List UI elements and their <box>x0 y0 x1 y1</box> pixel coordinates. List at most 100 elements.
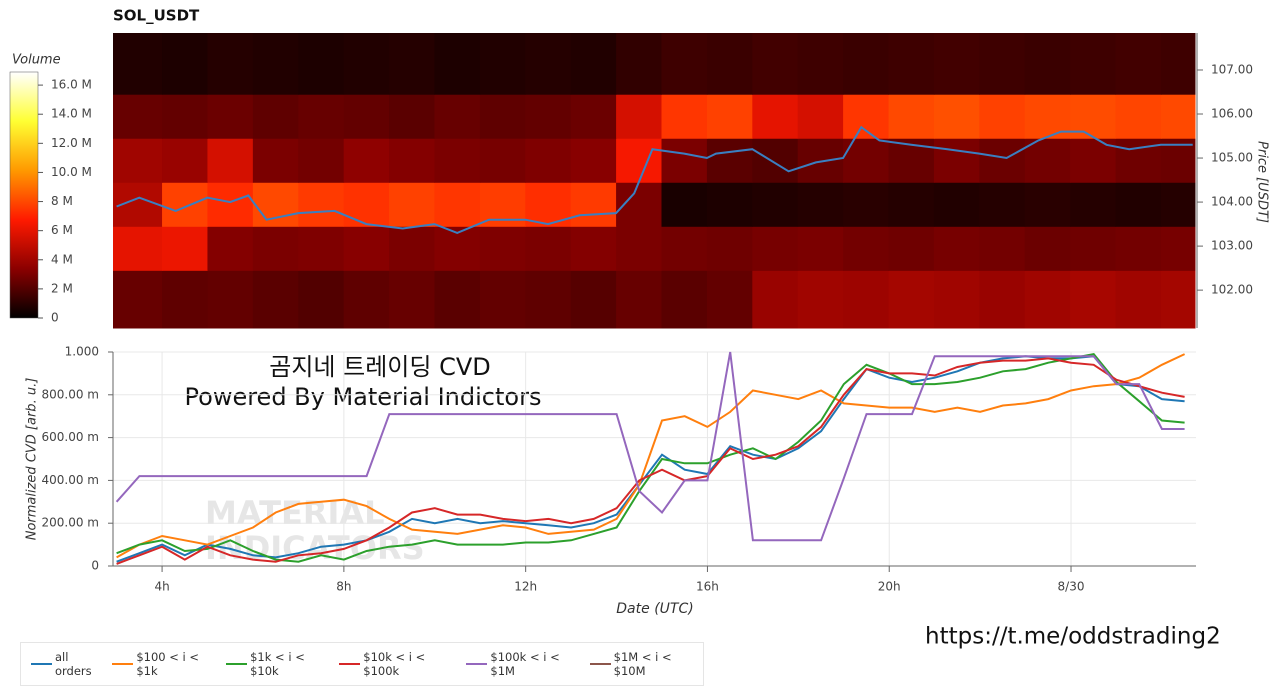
heat-cell <box>706 182 753 227</box>
heat-cell <box>298 182 345 227</box>
heat-cell <box>298 33 345 95</box>
heat-cell <box>888 33 935 95</box>
heat-cell <box>434 33 481 95</box>
x-tick-label: 12h <box>514 580 537 594</box>
heat-cell <box>570 182 617 227</box>
annotation: Powered By Material Indictors <box>185 383 542 411</box>
y-tick-label: 800.00 m <box>42 387 100 401</box>
heat-cell <box>752 94 799 139</box>
heat-cell <box>162 182 208 227</box>
heat-cell <box>389 33 435 95</box>
heat-cell <box>343 94 390 139</box>
heat-cell <box>933 138 980 183</box>
heat-cell <box>434 94 481 139</box>
heat-cell <box>1070 182 1117 227</box>
heat-cell <box>1024 138 1071 183</box>
heat-cell <box>298 270 345 329</box>
heat-cell <box>979 138 1026 183</box>
x-tick-label: 8/30 <box>1058 580 1085 594</box>
heat-cell <box>1160 33 1196 95</box>
heat-cell <box>1070 226 1117 271</box>
colorbar-tick-label: 8 M <box>51 194 73 208</box>
heat-cell <box>843 182 890 227</box>
heat-cell <box>525 226 572 271</box>
heat-cell <box>113 33 163 95</box>
heat-cell <box>343 182 390 227</box>
heat-cell <box>1070 270 1117 329</box>
heat-cell <box>389 182 435 227</box>
heat-cell <box>661 182 708 227</box>
heat-cell <box>843 33 890 95</box>
heat-cell <box>752 182 799 227</box>
y-tick-label: 600.00 m <box>42 430 100 444</box>
legend-swatch <box>339 663 361 665</box>
heat-cell <box>843 226 890 271</box>
heat-cell <box>1024 226 1071 271</box>
legend-item: $1k < i < $10k <box>226 650 333 678</box>
heat-cell <box>252 270 299 329</box>
price-line <box>116 125 1193 234</box>
x-tick-label: 20h <box>878 580 901 594</box>
heat-cell <box>661 226 708 271</box>
heat-cell <box>113 94 163 139</box>
heat-cell <box>979 33 1026 95</box>
colorbar-tick-label: 4 M <box>51 252 73 266</box>
heat-cell <box>888 182 935 227</box>
heat-cell <box>797 138 844 183</box>
annotation: 곰지네 트레이딩 CVD <box>269 353 490 381</box>
heat-cell <box>298 226 345 271</box>
heat-cell <box>933 182 980 227</box>
legend: all orders $100 < i < $1k $1k < i < $10k $1… <box>20 642 704 686</box>
heat-cell <box>479 270 526 329</box>
heat-cell <box>616 94 662 139</box>
heat-cell <box>113 226 163 271</box>
heat-cell <box>162 33 208 95</box>
heat-cell <box>1024 270 1071 329</box>
heat-cell <box>888 270 935 329</box>
heat-cell <box>979 94 1026 139</box>
heat-cell <box>162 270 208 329</box>
heat-cell <box>162 138 208 183</box>
watermark: MATERIAL <box>205 494 385 532</box>
legend-label: $10k < i < $100k <box>363 650 426 678</box>
legend-label: all orders <box>55 650 92 678</box>
heat-cell <box>207 33 254 95</box>
heat-cell <box>252 226 299 271</box>
heat-cell <box>616 138 662 183</box>
y2-tick-label: 105.00 <box>1211 151 1253 165</box>
cvd-line <box>115 351 1185 542</box>
heat-cell <box>298 94 345 139</box>
heat-cell <box>843 94 890 139</box>
heat-cell <box>706 94 753 139</box>
x-tick-label: 16h <box>696 580 719 594</box>
heat-cell <box>113 270 163 329</box>
heat-cell <box>797 270 844 329</box>
heat-cell <box>661 33 708 95</box>
heat-cell <box>752 226 799 271</box>
heat-cell <box>207 94 254 139</box>
heat-cell <box>933 33 980 95</box>
heat-cell <box>933 270 980 329</box>
legend-label: $100k < i < $1M <box>490 650 560 678</box>
y-tick-label: 0 <box>91 559 99 573</box>
heat-cell <box>1160 94 1196 139</box>
heat-cell <box>525 94 572 139</box>
heat-cell <box>113 138 163 183</box>
heat-cell <box>1115 270 1162 329</box>
legend-swatch <box>466 663 488 665</box>
heat-cell <box>706 33 753 95</box>
heat-cell <box>479 94 526 139</box>
heat-cell <box>797 33 844 95</box>
heat-cell <box>661 94 708 139</box>
colorbar <box>9 71 39 319</box>
heat-cell <box>979 226 1026 271</box>
heat-cell <box>706 226 753 271</box>
cvd-line <box>116 353 1186 559</box>
heat-cell <box>1160 226 1196 271</box>
heat-cell <box>752 33 799 95</box>
heat-cell <box>616 270 662 329</box>
y-tick-label: 400.00 m <box>42 473 100 487</box>
heat-cell <box>1160 182 1196 227</box>
heat-cell <box>616 226 662 271</box>
